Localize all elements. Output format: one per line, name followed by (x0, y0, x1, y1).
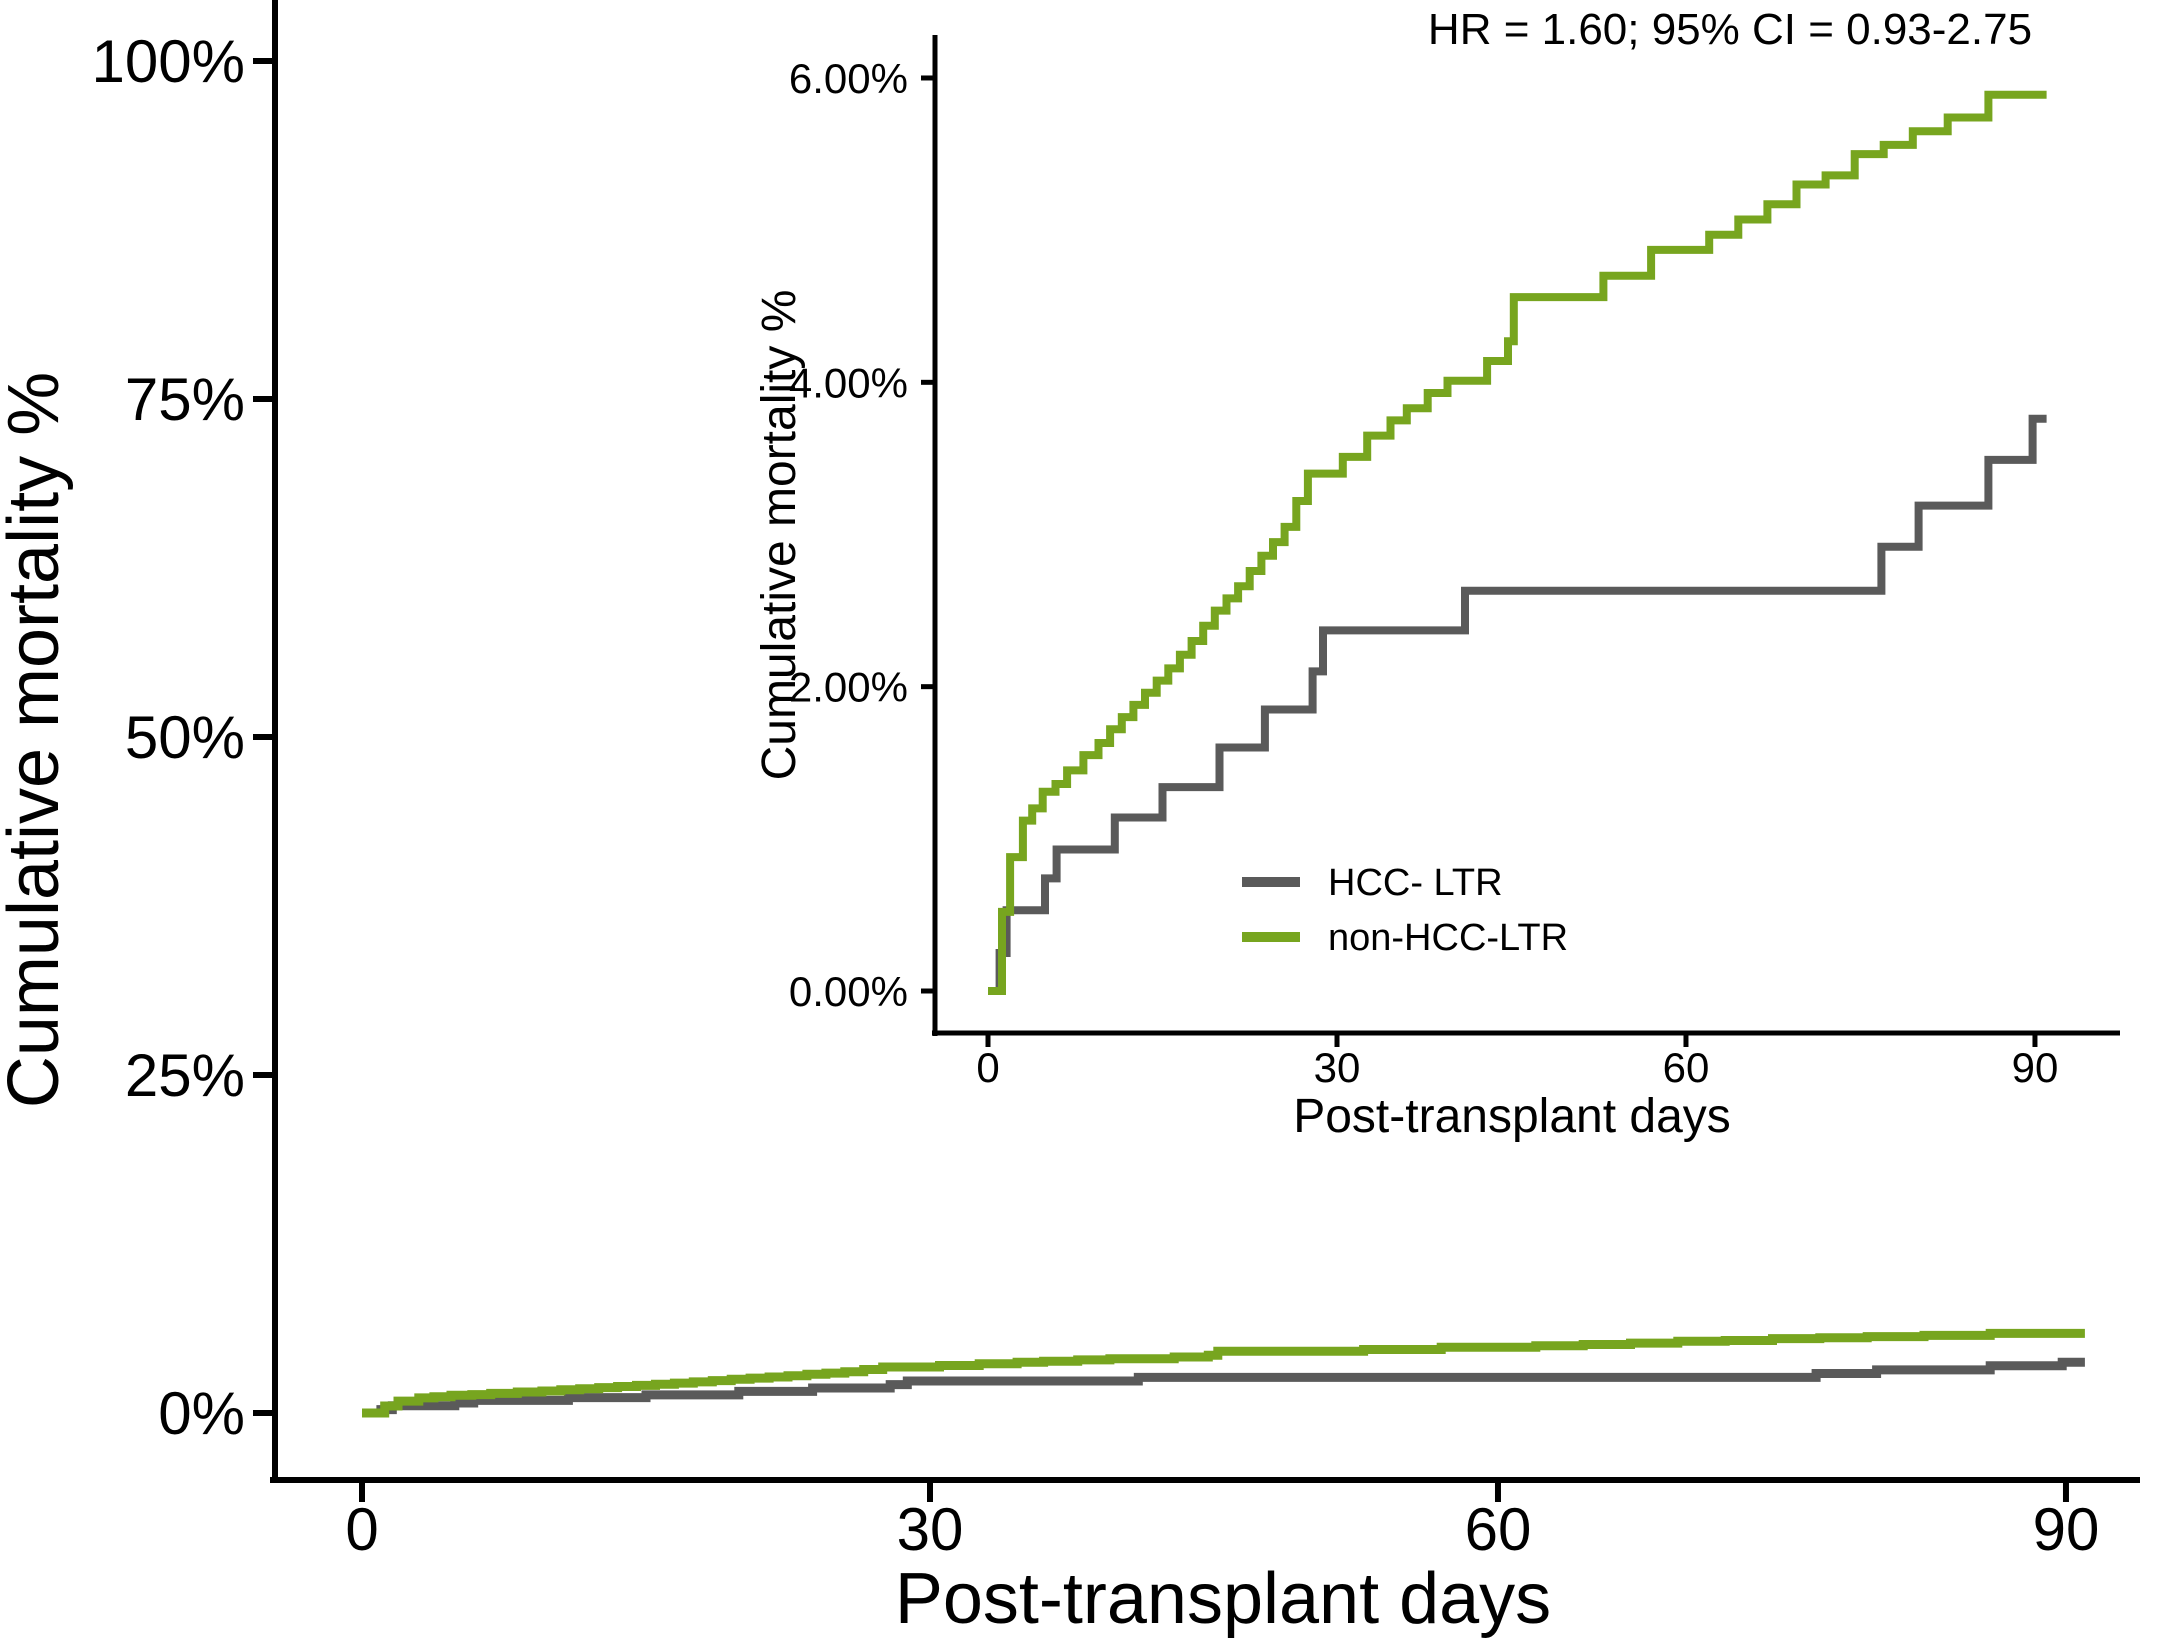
inset-chart-axes: 0.00% 2.00% 4.00% 6.00% 0 30 60 90 (789, 35, 2120, 1091)
legend-swatch-non-hcc-ltr (1242, 932, 1300, 942)
main-curve-hcc-ltr (362, 1357, 2085, 1418)
main-x-tick-label: 30 (897, 1496, 964, 1563)
inset-x-tick-label: 0 (976, 1044, 999, 1091)
main-x-tick-label: 60 (1465, 1496, 1532, 1563)
main-y-tick-label: 75% (125, 366, 245, 433)
main-y-tick-label: 100% (92, 28, 245, 95)
inset-x-tick-label: 60 (1663, 1044, 1710, 1091)
main-y-tick-label: 0% (158, 1380, 245, 1447)
inset-x-axis-title: Post-transplant days (1293, 1090, 1731, 1143)
inset-y-axis-title: Cumulative mortality % (753, 290, 806, 781)
main-x-tick-label: 0 (345, 1496, 378, 1563)
hr-annotation: HR = 1.60; 95% CI = 0.93-2.75 (1428, 5, 2032, 54)
legend-label-non-hcc-ltr: non-HCC-LTR (1328, 917, 1568, 959)
inset-y-tick-label: 2.00% (789, 664, 908, 711)
main-chart-curves (362, 1328, 2085, 1418)
main-x-axis-title: Post-transplant days (895, 1559, 1551, 1639)
main-curve-non-hcc-ltr (362, 1328, 2085, 1418)
main-chart-axes: 0% 25% 50% 75% 100% 0 30 60 90 (92, 0, 2140, 1563)
main-y-tick-label: 50% (125, 704, 245, 771)
inset-curve-non-hcc-ltr (988, 90, 2047, 995)
inset-y-tick-label: 4.00% (789, 359, 908, 406)
inset-y-tick-label: 6.00% (789, 55, 908, 102)
inset-chart-curves (988, 90, 2047, 995)
legend-label-hcc-ltr: HCC- LTR (1328, 862, 1503, 904)
main-y-axis-title: Cumulative mortality % (0, 372, 74, 1108)
inset-x-tick-label: 90 (2012, 1044, 2059, 1091)
legend-swatch-hcc-ltr (1242, 877, 1300, 887)
inset-y-tick-label: 0.00% (789, 968, 908, 1015)
main-x-tick-label: 90 (2033, 1496, 2100, 1563)
inset-curve-hcc-ltr (988, 414, 2047, 995)
inset-x-tick-label: 30 (1314, 1044, 1361, 1091)
legend: HCC- LTR non-HCC-LTR (1242, 862, 1568, 959)
main-y-tick-label: 25% (125, 1042, 245, 1109)
